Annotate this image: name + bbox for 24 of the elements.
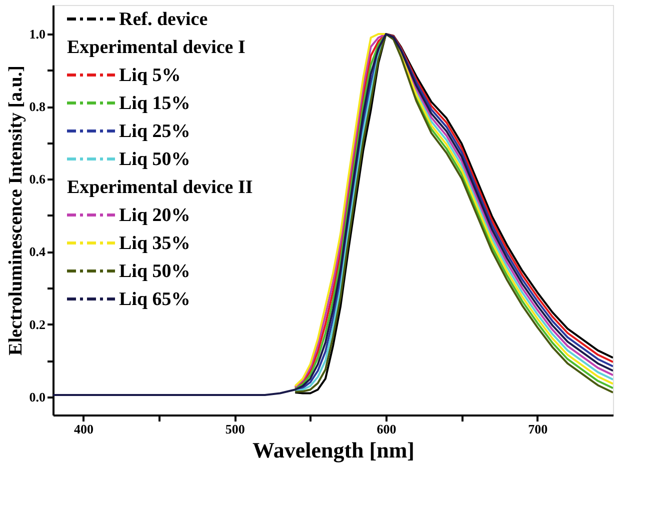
legend-label: Liq 50%	[119, 261, 190, 282]
legend-label: Liq 35%	[119, 233, 190, 254]
x-tick-label: 700	[528, 422, 548, 436]
y-tick-label: 0.4	[29, 244, 46, 260]
y-axis-title: Electroluminescence Intensity [a.u.]	[5, 66, 26, 356]
x-tick-label: 500	[225, 422, 245, 436]
line-series	[53, 33, 613, 396]
y-tick-label: 0.2	[29, 316, 46, 332]
legend-label: Liq 20%	[119, 205, 190, 226]
legend-label: Liq 15%	[119, 93, 190, 114]
y-tick-label: 1.0	[29, 26, 46, 42]
legend-label: Liq 5%	[119, 65, 181, 86]
y-tick-label: 0.8	[29, 99, 46, 114]
x-tick-label: 400	[74, 422, 94, 436]
annotation: Experimental device I	[67, 37, 246, 58]
y-tick-label: 0.6	[29, 172, 46, 187]
legend-label: Liq 65%	[119, 289, 190, 310]
y-tick-label: 0.0	[29, 389, 46, 404]
annotation: Experimental device II	[67, 177, 253, 198]
legend-label: Liq 50%	[119, 149, 190, 170]
x-axis-title: Wavelength [nm]	[252, 438, 414, 462]
legend-label: Liq 25%	[119, 121, 190, 142]
legend-label: Ref. device	[119, 9, 208, 30]
x-tick-label: 600	[376, 422, 396, 436]
